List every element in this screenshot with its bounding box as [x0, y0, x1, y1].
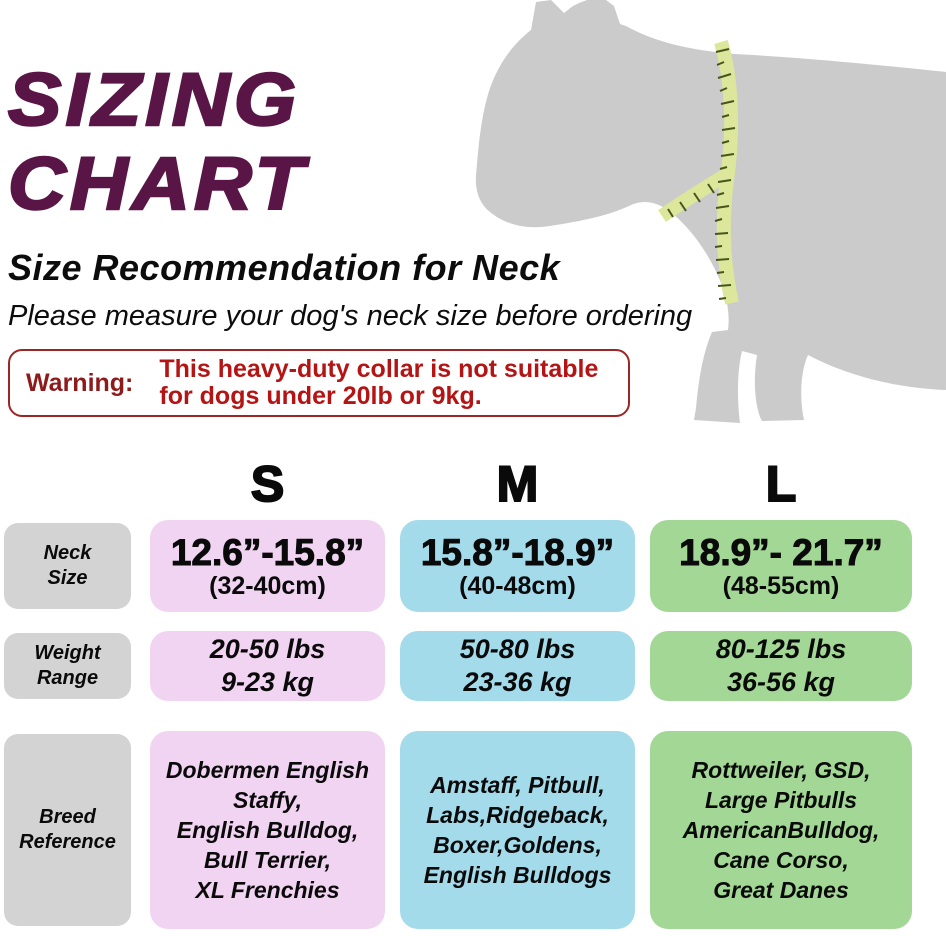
row-label-breed-reference: Breed Reference: [4, 734, 131, 926]
breed-cell-m: Amstaff, Pitbull, Labs,Ridgeback, Boxer,…: [400, 731, 635, 929]
weight-m-kg: 23-36 kg: [463, 667, 572, 697]
page-title-line1: SIZING: [7, 57, 301, 143]
weight-m-lbs: 50-80 lbs: [459, 634, 576, 664]
neck-size-s-cm: (32-40cm): [209, 571, 326, 600]
warning-message-line2: for dogs under 20lb or 9kg.: [159, 382, 482, 410]
row-label-neck-size: Neck Size: [4, 523, 131, 609]
dog-silhouette-illustration: [475, 0, 946, 423]
column-header-s: S: [250, 455, 285, 513]
dog-body-shape: [475, 0, 946, 423]
weight-cell-m: 50-80 lbs 23-36 kg: [400, 631, 635, 701]
weight-cell-s: 20-50 lbs 9-23 kg: [150, 631, 385, 701]
warning-message-line1: This heavy-duty collar is not suitable: [159, 355, 599, 383]
page-title-line2: CHART: [7, 141, 308, 227]
page-title: SIZING CHART: [7, 57, 308, 227]
weight-l-lbs: 80-125 lbs: [715, 634, 847, 664]
weight-s-lbs: 20-50 lbs: [209, 634, 326, 664]
weight-cell-l: 80-125 lbs 36-56 kg: [650, 631, 912, 701]
neck-size-cell-m: 15.8”-18.9” (40-48cm): [400, 520, 635, 612]
neck-size-cell-s: 12.6”-15.8” (32-40cm): [150, 520, 385, 612]
warning-message: This heavy-duty collar is not suitable f…: [159, 356, 598, 410]
measuring-tape-icon: [658, 40, 739, 305]
column-header-m: M: [496, 455, 540, 513]
breed-cell-s: Dobermen English Staffy, English Bulldog…: [150, 731, 385, 929]
column-header-l: L: [765, 455, 798, 513]
neck-size-l-cm: (48-55cm): [722, 571, 840, 600]
weight-l-kg: 36-56 kg: [726, 667, 836, 697]
neck-size-s-inches: 12.6”-15.8”: [170, 531, 365, 573]
warning-label: Warning:: [26, 368, 134, 397]
breed-cell-l: Rottweiler, GSD, Large Pitbulls American…: [650, 731, 912, 929]
weight-s-kg: 9-23 kg: [220, 667, 315, 697]
subtitle: Size Recommendation for Neck: [8, 247, 561, 288]
neck-size-m-inches: 15.8”-18.9”: [420, 531, 615, 573]
neck-size-l-inches: 18.9”- 21.7”: [679, 531, 884, 573]
warning-box: Warning: This heavy-duty collar is not s…: [8, 349, 630, 417]
neck-size-cell-l: 18.9”- 21.7” (48-55cm): [650, 520, 912, 612]
measure-instruction: Please measure your dog's neck size befo…: [8, 300, 693, 332]
row-label-weight-range: Weight Range: [4, 633, 131, 699]
neck-size-m-cm: (40-48cm): [459, 571, 576, 600]
